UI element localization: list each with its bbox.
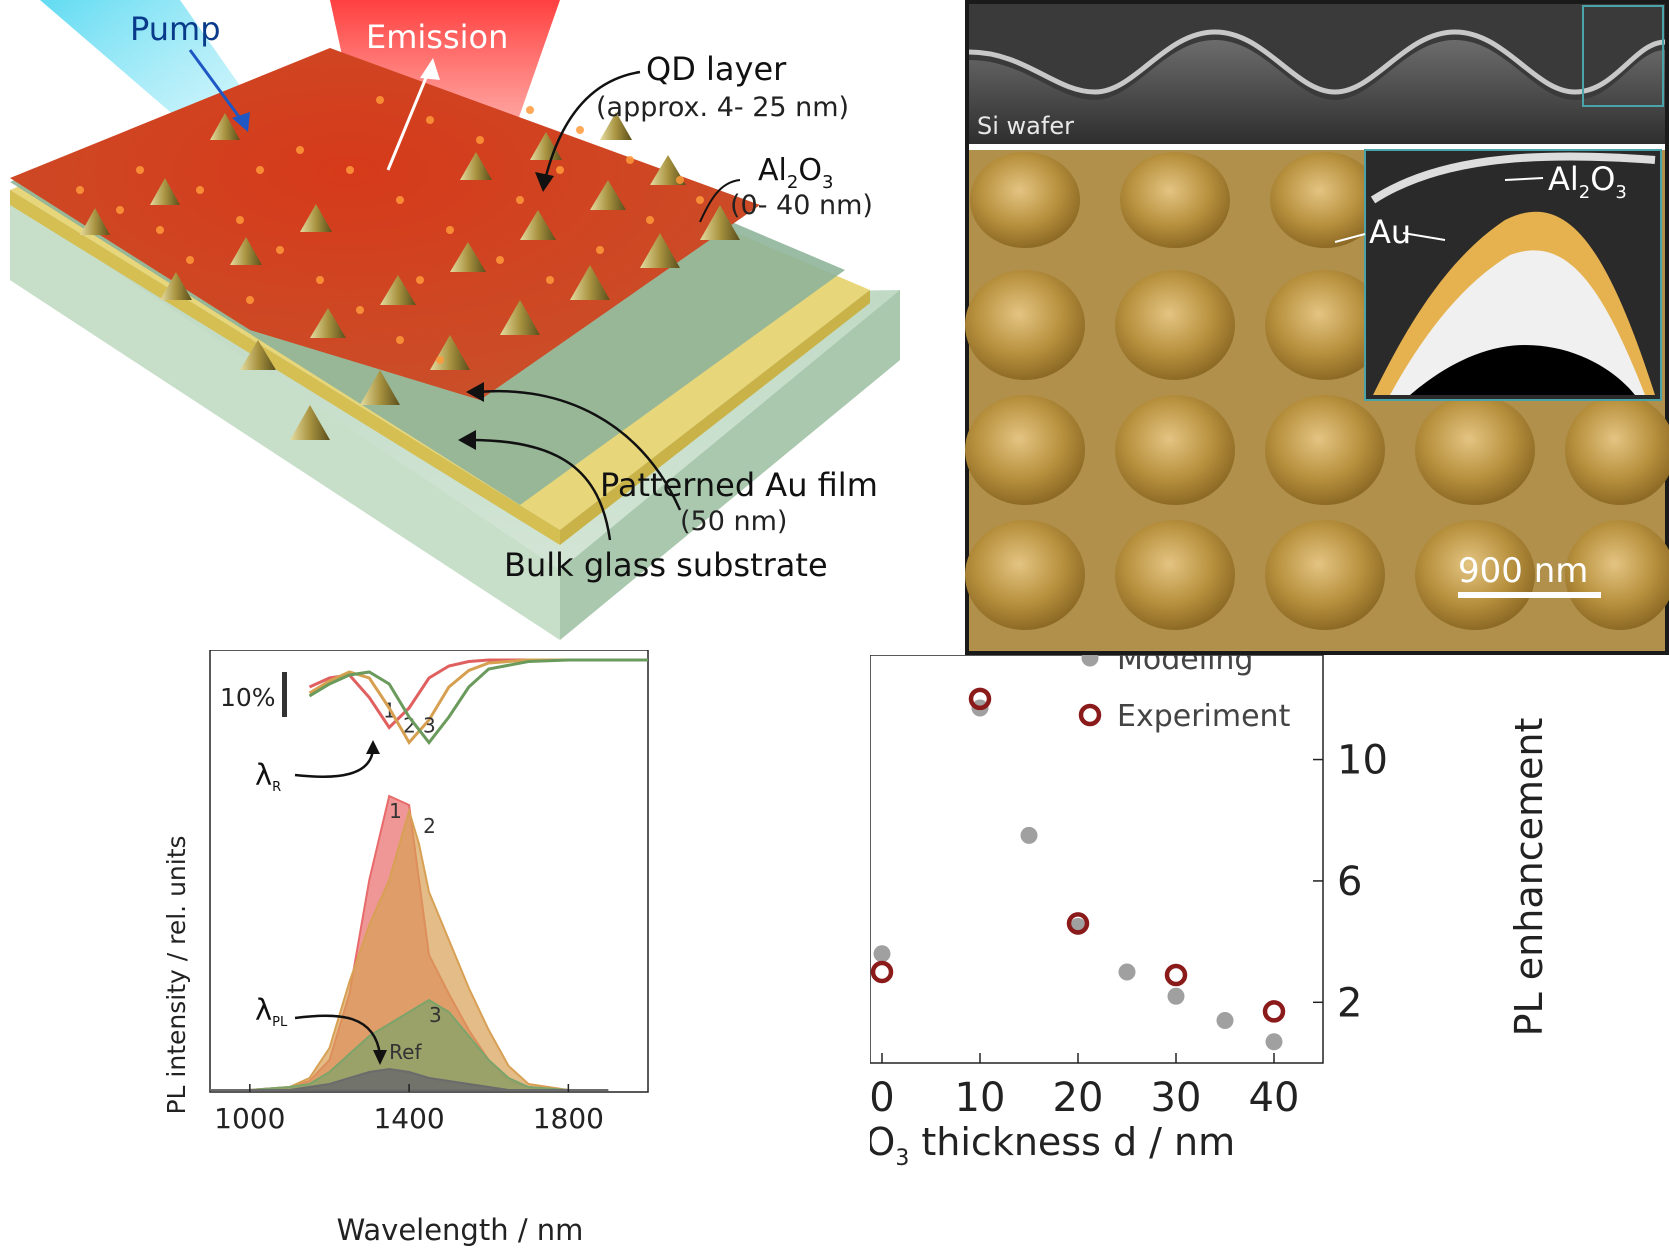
device-schematic-panel: Pump Emission QD layer (approx. 4- 25 nm… bbox=[0, 0, 960, 650]
inset-au-label: Au bbox=[1369, 213, 1411, 251]
spectra-x-axis-title: Wavelength / nm bbox=[337, 1213, 584, 1247]
pl-series-Ref bbox=[210, 1067, 609, 1091]
plot-frame bbox=[209, 649, 649, 1093]
legend-label-experiment: Experiment bbox=[1117, 699, 1291, 734]
qd-layer-label: QD layer bbox=[646, 50, 787, 88]
si-wafer-cross-section: Si wafer bbox=[968, 4, 1666, 144]
pl-series-label-2: 2 bbox=[423, 814, 436, 838]
pl-series-label-1: 1 bbox=[389, 799, 402, 823]
experiment-point bbox=[968, 687, 992, 711]
enh-x-tick-label: 10 bbox=[955, 1075, 1006, 1121]
enh-x-axis-title: Al2O3 thickness d / nm bbox=[870, 1120, 1235, 1171]
spectra-y-axis-title: PL intensity / rel. units bbox=[162, 835, 191, 1114]
modeling-point bbox=[1020, 826, 1038, 844]
spectra-x-tick-label: 1400 bbox=[373, 1102, 444, 1135]
pl-series-3 bbox=[210, 998, 609, 1091]
schematic-illustration: Pump Emission QD layer (approx. 4- 25 nm… bbox=[10, 0, 900, 640]
experiment-point bbox=[1262, 1000, 1286, 1023]
al2o3-range: (0- 40 nm) bbox=[730, 190, 873, 221]
enh-x-tick-label: 0 bbox=[870, 1075, 895, 1121]
enh-x-tick-label: 30 bbox=[1151, 1075, 1202, 1121]
modeling-point bbox=[1265, 1033, 1283, 1051]
lambda-pl-arrow bbox=[294, 1014, 382, 1056]
experiment-point bbox=[1164, 963, 1188, 987]
inset-al2o3-label: Al2O3 bbox=[1548, 160, 1627, 203]
modeling-point bbox=[873, 945, 891, 963]
enh-y-axis-title: PL enhancement bbox=[1507, 718, 1551, 1037]
scale-bar bbox=[1458, 592, 1601, 598]
pl-series-label-Ref: Ref bbox=[389, 1040, 422, 1064]
reflection-series-1 bbox=[308, 658, 648, 730]
si-wafer-label: Si wafer bbox=[977, 112, 1074, 140]
enh-y-tick-label: 14 bbox=[1337, 655, 1388, 662]
lambda-pl-label: λPL bbox=[255, 993, 288, 1030]
pump-label: Pump bbox=[130, 10, 221, 48]
pl-series-2 bbox=[210, 807, 609, 1091]
emission-label: Emission bbox=[366, 18, 508, 56]
legend-marker-experiment bbox=[1078, 703, 1102, 727]
spectra-x-tick-label: 1800 bbox=[533, 1102, 604, 1135]
enh-y-tick-label: 2 bbox=[1337, 980, 1362, 1026]
al2o3-label: Al2O3 bbox=[758, 153, 833, 193]
cross-section-inset: Al2O3 Au bbox=[1334, 149, 1662, 401]
scale-bar-10pct-label: 10% bbox=[220, 683, 276, 712]
enh-y-tick-label: 6 bbox=[1337, 859, 1362, 905]
reflection-scale-bar bbox=[282, 672, 287, 717]
sem-micrograph: Si wafer Al2O3 Au 900 n bbox=[965, 0, 1669, 655]
scale-bar-label: 900 nm bbox=[1458, 551, 1588, 591]
pl-series-label-3: 3 bbox=[429, 1003, 442, 1027]
au-film-thickness: (50 nm) bbox=[680, 506, 787, 537]
enh-y-tick-label: 10 bbox=[1337, 738, 1388, 784]
glass-label: Bulk glass substrate bbox=[504, 546, 828, 584]
modeling-point bbox=[1118, 963, 1136, 981]
reflection-series-3 bbox=[308, 658, 648, 745]
pl-enhancement-chart-panel: 0 10 20 30 40 2 6 10 14 Modeling Experiment PL en… bbox=[815, 616, 1669, 1250]
pl-enhancement-chart: 0 10 20 30 40 2 6 10 14 Modeling Experiment PL en… bbox=[815, 616, 1551, 1171]
enh-x-tick-label: 40 bbox=[1249, 1075, 1300, 1121]
au-film-label: Patterned Au film bbox=[600, 466, 878, 504]
qd-layer-range: (approx. 4- 25 nm) bbox=[596, 92, 849, 123]
qd-layer bbox=[10, 48, 760, 400]
modeling-point bbox=[1216, 1012, 1234, 1030]
lambda-r-arrow bbox=[294, 749, 375, 778]
reflection-series-label-3: 3 bbox=[423, 714, 436, 738]
legend-marker-modeling bbox=[1081, 649, 1099, 667]
enh-x-tick-label: 20 bbox=[1053, 1075, 1104, 1121]
modeling-point bbox=[1167, 987, 1185, 1005]
quantum-dots bbox=[76, 96, 704, 364]
legend-label-modeling: Modeling bbox=[1117, 655, 1253, 677]
lambda-r-label: λR bbox=[255, 758, 281, 795]
experiment-point bbox=[1066, 912, 1090, 935]
experiment-point bbox=[870, 960, 894, 984]
sem-image-panel: Si wafer Al2O3 Au 900 n bbox=[965, 0, 1669, 655]
spectra-x-tick-label: 1000 bbox=[214, 1102, 285, 1135]
